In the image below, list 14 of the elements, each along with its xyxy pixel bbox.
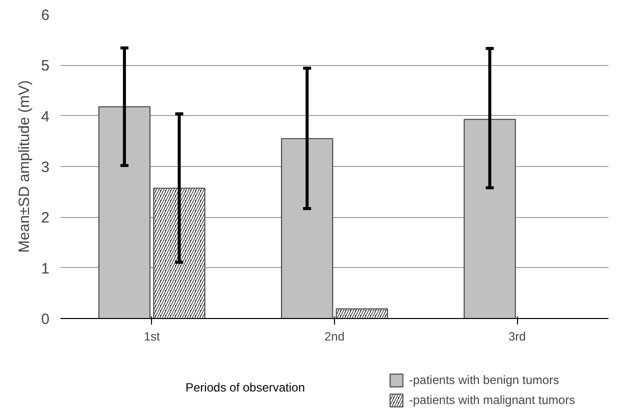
legend-label: -patients with malignant tumors: [409, 393, 576, 407]
y-tick-label: 5: [41, 58, 50, 75]
x-tick-label: 2nd: [324, 330, 345, 344]
y-tick-label: 3: [41, 159, 50, 176]
y-axis-title: Mean±SD amplitude (mV): [16, 80, 34, 253]
y-tick-label: 6: [41, 7, 50, 24]
legend-label: -patients with benign tumors: [409, 373, 560, 387]
x-tick-label: 1st: [144, 330, 161, 344]
y-tick-label: 0: [41, 311, 50, 328]
y-tick-label: 2: [41, 210, 50, 227]
y-tick-label: 1: [41, 260, 50, 278]
x-tick-label: 3rd: [508, 330, 526, 344]
y-tick-label: 4: [41, 108, 50, 126]
x-axis-title: Periods of observation: [186, 380, 305, 394]
